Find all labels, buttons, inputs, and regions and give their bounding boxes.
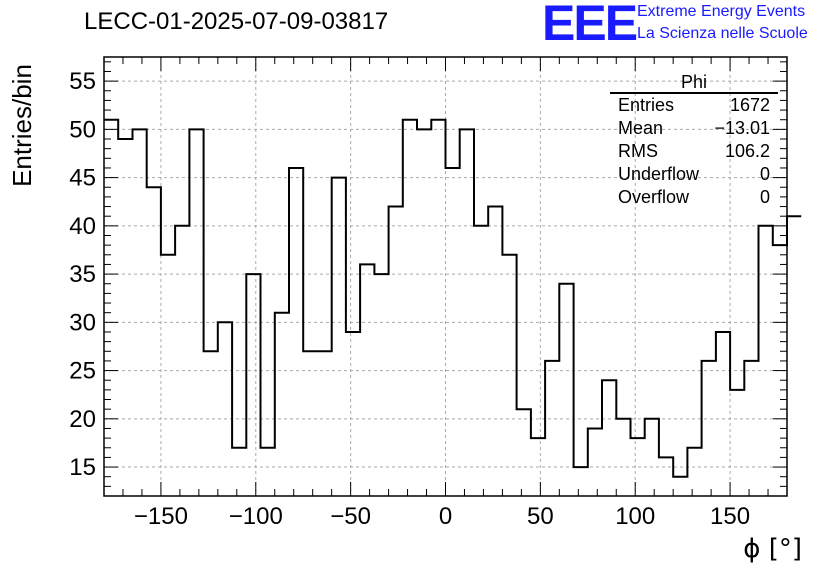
x-tick-label: −150 <box>134 503 188 530</box>
stats-value: 106.2 <box>724 141 770 161</box>
y-tick-label: 15 <box>69 454 96 481</box>
y-axis-label: Entries/bin <box>6 64 37 187</box>
x-axis-label: ϕ [°] <box>743 534 802 564</box>
x-tick-label: 0 <box>439 503 452 530</box>
stats-label: Underflow <box>618 164 700 184</box>
y-tick-label: 20 <box>69 406 96 433</box>
stats-row-rms: RMS 106.2 <box>610 140 778 163</box>
y-tick-label: 40 <box>69 213 96 240</box>
stats-value: 1672 <box>729 95 770 115</box>
logo-line-1: Extreme Energy Events <box>637 3 806 20</box>
stats-row-underflow: Underflow 0 <box>610 163 778 186</box>
x-tick-label: 100 <box>615 503 655 530</box>
plot-frame <box>103 56 788 497</box>
y-tick-label: 55 <box>69 68 96 95</box>
stats-row-mean: Mean −13.01 <box>610 117 778 140</box>
stats-label: Entries <box>618 95 675 115</box>
stats-value: 0 <box>759 187 770 207</box>
x-tick-label: −50 <box>330 503 371 530</box>
y-tick-label: 50 <box>69 116 96 143</box>
y-axis-label-wrap: Entries/bin <box>6 64 37 187</box>
y-tick-label: 45 <box>69 165 96 192</box>
x-tick-label: −100 <box>229 503 283 530</box>
stats-title: Phi <box>610 72 778 94</box>
eee-logo: EEE <box>542 0 638 51</box>
stats-row-overflow: Overflow 0 <box>610 186 778 209</box>
histogram-line <box>104 118 802 478</box>
logo-line-2: La Scienza nelle Scuole <box>637 25 808 42</box>
stats-box: Phi Entries 1672 Mean −13.01 RMS 106.2 U… <box>610 72 778 209</box>
run-title: LECC-01-2025-07-09-03817 <box>84 8 389 35</box>
y-tick-label: 25 <box>69 358 96 385</box>
y-tick-label: 35 <box>69 261 96 288</box>
stats-label: Mean <box>618 118 664 138</box>
stats-value: 0 <box>759 164 770 184</box>
stats-label: RMS <box>618 141 658 161</box>
x-tick-label: 150 <box>710 503 750 530</box>
stats-row-entries: Entries 1672 <box>610 94 778 117</box>
x-tick-label: 50 <box>527 503 554 530</box>
stats-label: Overflow <box>618 187 690 207</box>
y-tick-label: 30 <box>69 309 96 336</box>
stats-value: −13.01 <box>714 118 770 138</box>
